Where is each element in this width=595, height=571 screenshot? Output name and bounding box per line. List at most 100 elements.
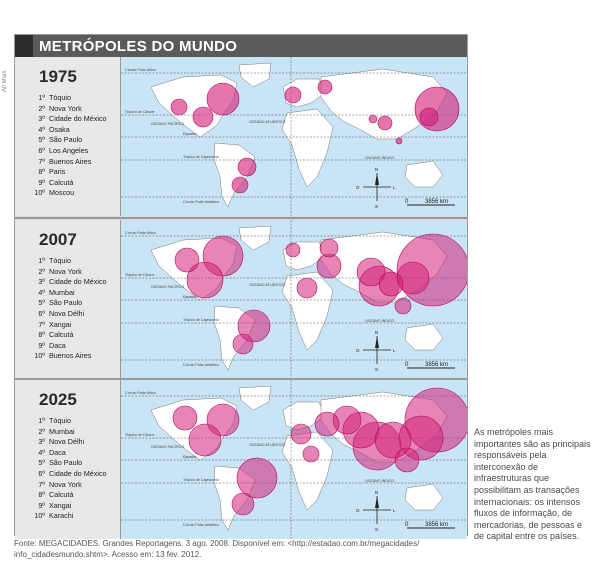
rank: 4º (38, 287, 45, 297)
city-name: Calcutá (49, 330, 74, 340)
label-tropic-capricorn: Trópico de Capricórnio (183, 155, 219, 159)
rank: 6º (38, 468, 45, 478)
label-pacific: OCEANO PACÍFICO (151, 122, 184, 126)
city-name: Tóquio (49, 256, 71, 265)
city-name: Mumbai (49, 287, 75, 297)
list-item: 1º Tóquio (27, 416, 107, 427)
scale-value: 3856 km (425, 522, 448, 528)
divider (15, 217, 467, 219)
list-item: 7º Nova York (27, 480, 107, 491)
metropolis-circle (378, 271, 404, 297)
metropolis-circle (206, 82, 240, 116)
panel-2007: 2007 1º Tóquio 2º Nova York 3º Cidade do Mé… (15, 220, 467, 379)
label-arctic-circle: Círculo Polar Ártico (125, 68, 156, 72)
city-name: Nova Délhi (49, 308, 85, 318)
scale-zero: 0 (405, 362, 409, 368)
compass-s: S (375, 367, 378, 372)
list-item: 8º Calcutá (27, 330, 107, 341)
list-item: 10º Buenos Aires (27, 351, 107, 362)
label-indian: OCEANO ÍNDICO (365, 156, 394, 160)
world-map: Círculo Polar Ártico Trópico de Câncer E… (121, 380, 467, 539)
scale-bar: 0 3856 km (405, 362, 455, 369)
page-title: METRÓPOLES DO MUNDO (39, 38, 238, 55)
city-name: Buenos Aires (49, 156, 92, 166)
rank: 8º (38, 330, 45, 340)
city-name: São Paulo (49, 135, 83, 145)
australia (404, 160, 444, 188)
city-name: Nova Délhi (49, 437, 85, 447)
metropolis-circle (170, 98, 188, 116)
panel-1975: 1975 1º Tóquio 2º Nova York 3º Cidade do Mé… (15, 57, 467, 216)
label-tropic-cancer: Trópico de Câncer (125, 433, 155, 437)
metropolis-circle (394, 297, 412, 315)
label-pacific: OCEANO PACÍFICO (151, 285, 184, 289)
panel-legend: 2007 1º Tóquio 2º Nova York 3º Cidade do Mé… (15, 220, 121, 379)
metropolis-circle (174, 247, 200, 273)
greenland (238, 385, 272, 411)
rank: 2º (38, 426, 45, 436)
rank: 4º (38, 447, 45, 457)
panel-year: 2007 (39, 230, 77, 249)
metropolis-circle (414, 86, 460, 132)
city-name: Cidade do México (49, 468, 107, 478)
city-ranking-list: 1º Tóquio 2º Mumbai 3º Nova Délhi 4º Daca 5º… (27, 416, 107, 522)
rank: 7º (38, 479, 45, 489)
panel-legend: 1975 1º Tóquio 2º Nova York 3º Cidade do Mé… (15, 57, 121, 216)
metropolis-circle (231, 176, 249, 194)
city-name: Cidade do México (49, 277, 107, 287)
metropolis-circle (284, 86, 302, 104)
rank: 5º (38, 298, 45, 308)
rank: 9º (38, 177, 45, 187)
rank: 1º (38, 416, 45, 425)
rank: 3º (38, 114, 45, 124)
city-name: Xangai (49, 500, 72, 510)
city-name: Nova York (49, 479, 82, 489)
label-equator: Equador (183, 455, 197, 459)
list-item: 10º Karachi (27, 511, 107, 522)
list-item: 3º Nova Délhi (27, 437, 107, 448)
compass-o: O (356, 185, 360, 190)
compass-l: L (393, 348, 396, 353)
label-atlantic: OCEANO ATLÂNTICO (249, 120, 285, 124)
city-ranking-list: 1º Tóquio 2º Nova York 3º Cidade do México … (27, 256, 107, 362)
metropolis-circle (172, 405, 198, 431)
rank: 2º (38, 266, 45, 276)
compass-rose: N S L O (356, 167, 396, 209)
greenland (238, 225, 272, 251)
rank: 10º (34, 351, 45, 361)
north-arrow-icon (375, 496, 379, 508)
compass-l: L (393, 508, 396, 513)
city-name: São Paulo (49, 458, 83, 468)
panel-year: 1975 (39, 67, 77, 86)
metropolis-circle (236, 457, 278, 499)
list-item: 3º Cidade do México (27, 277, 107, 288)
label-antarctic-circle: Círculo Polar Antártico (183, 200, 219, 204)
title-bar: METRÓPOLES DO MUNDO (15, 35, 467, 57)
metropolis-circle (317, 79, 333, 95)
side-label: Alf Mais (2, 70, 8, 92)
scale-bar: 0 3856 km (405, 199, 455, 206)
rank: 9º (38, 500, 45, 510)
metropolis-circle (296, 277, 318, 299)
north-arrow-icon (375, 173, 379, 185)
city-name: São Paulo (49, 298, 83, 308)
label-equator: Equador (183, 132, 197, 136)
metropolis-circle (319, 238, 339, 258)
label-tropic-cancer: Trópico de Câncer (125, 273, 155, 277)
list-item: 7º Buenos Aires (27, 157, 107, 168)
label-antarctic-circle: Círculo Polar Antártico (183, 363, 219, 367)
metropolis-circle (186, 261, 224, 299)
rank: 2º (38, 103, 45, 113)
city-name: Calcutá (49, 177, 74, 187)
label-tropic-cancer: Trópico de Câncer (125, 110, 155, 114)
rank: 3º (38, 437, 45, 447)
city-name: Moscou (49, 188, 75, 198)
divider (15, 378, 467, 380)
metropolis-circles (170, 79, 460, 194)
list-item: 7º Xangai (27, 320, 107, 331)
metropolis-circle (316, 253, 342, 279)
label-atlantic: OCEANO ATLÂNTICO (249, 283, 285, 287)
metropolis-circle (394, 447, 420, 473)
rank: 7º (38, 319, 45, 329)
metropolis-circle (368, 114, 378, 124)
